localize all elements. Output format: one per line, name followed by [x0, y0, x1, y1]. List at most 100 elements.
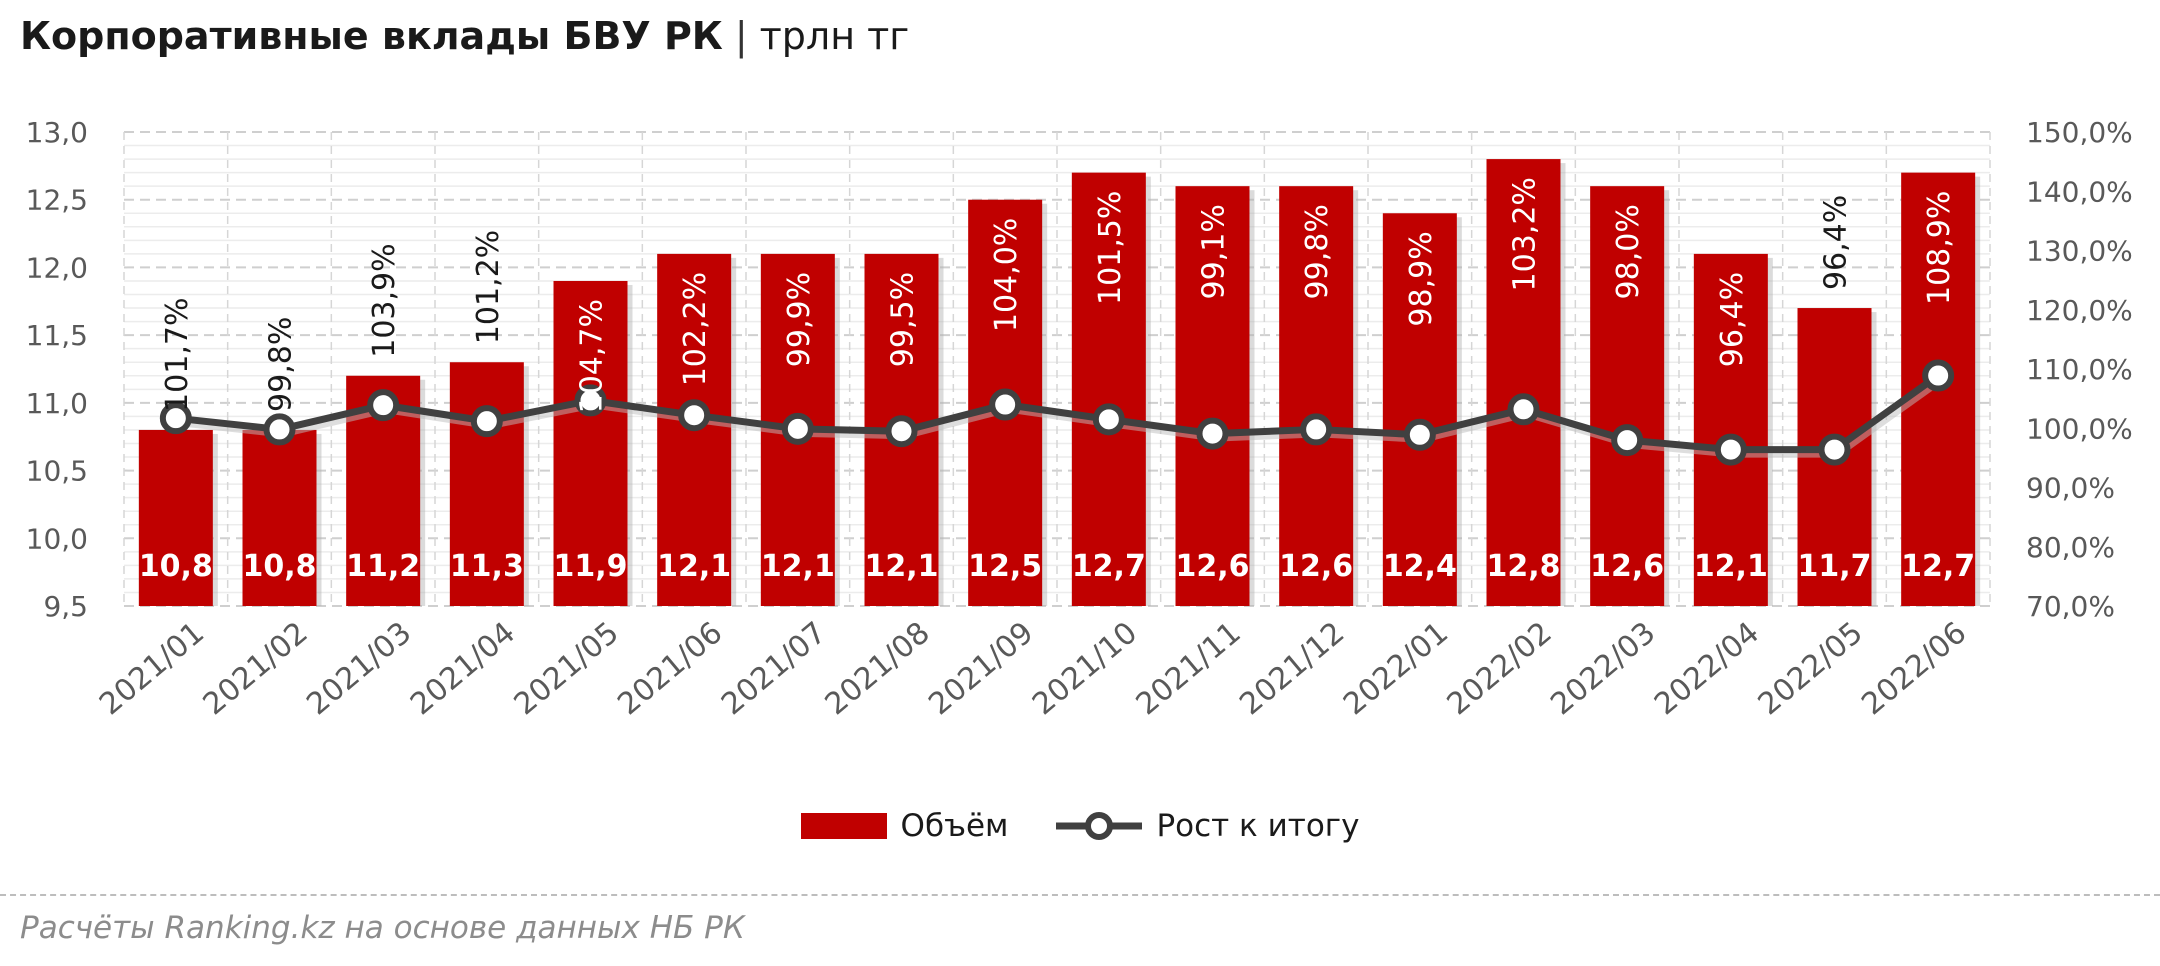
right-axis-tick-label: 120,0% — [2026, 294, 2133, 327]
line-value-label: 103,2% — [1508, 177, 1543, 291]
bar-value-label: 12,6 — [1175, 549, 1249, 584]
x-axis-tick-label: 2021/01 — [93, 615, 211, 722]
line-value-label: 101,2% — [471, 230, 506, 344]
line-value-label: 99,8% — [1300, 204, 1335, 299]
bar-value-label: 12,8 — [1486, 549, 1560, 584]
line-marker — [574, 384, 607, 417]
bar — [449, 362, 524, 606]
bar-value-label: 12,1 — [657, 549, 731, 584]
line-marker — [159, 402, 192, 435]
line-value-label: 103,9% — [367, 243, 402, 357]
bar — [1175, 186, 1250, 606]
x-axis-tick-label: 2022/03 — [1544, 615, 1662, 722]
chart-area: 10,8 10,8 11,2 11,3 11,9 12,1 12,1 12,1 12,5 12,7… — [26, 116, 2133, 722]
bar-value-label: 12,1 — [761, 549, 835, 584]
x-axis-tick-label: 2021/07 — [715, 615, 833, 722]
left-axis-tick-label: 13,0 — [26, 116, 88, 149]
bar-value-label: 12,4 — [1383, 549, 1457, 584]
line-value-label: 96,4% — [1819, 195, 1854, 290]
x-axis: 2021/012021/022021/032021/042021/052021/… — [93, 615, 1973, 722]
x-axis-tick-label: 2022/05 — [1752, 615, 1870, 722]
legend-bar-swatch — [800, 813, 887, 839]
bar-value-label: 12,7 — [1901, 549, 1975, 584]
line-marker — [1818, 433, 1851, 466]
line-marker — [678, 399, 711, 432]
line-value-label: 101,5% — [1093, 191, 1128, 305]
chart-title-unit: трлн тг — [759, 14, 910, 58]
line-marker — [781, 412, 814, 445]
left-axis-tick-label: 12,5 — [26, 184, 88, 217]
bar — [1382, 213, 1457, 606]
bar — [242, 429, 317, 606]
x-axis-tick-label: 2022/01 — [1337, 615, 1455, 722]
x-axis-tick-label: 2021/04 — [404, 615, 522, 722]
legend-item-line: Рост к итогу — [1056, 808, 1359, 844]
left-axis-tick-label: 11,0 — [26, 387, 88, 420]
line-marker — [470, 405, 503, 438]
line-value-label: 98,9% — [1404, 231, 1439, 326]
footer-divider — [0, 894, 2160, 896]
bar-value-label: 11,3 — [450, 549, 524, 584]
x-axis-tick-label: 2021/12 — [1233, 615, 1351, 722]
bar-value-label: 11,2 — [346, 549, 420, 584]
bar-value-labels: 10,8 10,8 11,2 11,3 11,9 12,1 12,1 12,1 12,5 12,7… — [139, 549, 1975, 584]
right-axis-tick-label: 140,0% — [2026, 175, 2133, 208]
right-axis-tick-label: 150,0% — [2026, 116, 2133, 149]
line-value-label: 96,4% — [1715, 272, 1750, 367]
x-axis-tick-label: 2021/10 — [1026, 615, 1144, 722]
line-marker — [989, 388, 1022, 421]
bar-value-label: 10,8 — [242, 549, 316, 584]
legend-line-label: Рост к итогу — [1156, 808, 1360, 844]
legend-bar-label: Объём — [900, 808, 1009, 844]
line-value-label: 108,9% — [1922, 191, 1957, 305]
line-value-label: 98,0% — [1611, 204, 1646, 299]
chart-title: Корпоративные вклады БВУ РК | трлн тг — [20, 14, 909, 58]
line-value-label: 104,7% — [575, 299, 610, 413]
line-value-label: 99,9% — [782, 272, 817, 367]
source-note: Расчёты Ranking.kz на основе данных НБ Р… — [20, 910, 745, 946]
title-separator: | — [734, 14, 748, 58]
line-value-label: 99,8% — [264, 317, 299, 412]
bar-value-label: 11,9 — [553, 549, 627, 584]
legend: Объём Рост к итогу — [0, 808, 2160, 844]
right-axis: 70,0% 80,0% 90,0% 100,0% 110,0% 120,0% 130,0% 1… — [2026, 116, 2133, 623]
line-value-label: 99,1% — [1197, 204, 1232, 299]
right-axis-tick-label: 130,0% — [2026, 235, 2133, 268]
right-axis-tick-label: 110,0% — [2026, 353, 2133, 386]
line-value-label: 101,7% — [160, 298, 195, 412]
x-axis-tick-label: 2021/05 — [508, 615, 626, 722]
x-axis-tick-label: 2021/09 — [922, 615, 1040, 722]
line-marker — [263, 413, 296, 446]
x-axis-tick-label: 2022/02 — [1441, 615, 1559, 722]
bar-value-label: 12,6 — [1590, 549, 1664, 584]
bar-value-label: 11,7 — [1797, 549, 1871, 584]
line-marker — [1507, 393, 1540, 426]
line-path — [175, 372, 1941, 454]
line-marker — [367, 389, 400, 422]
right-axis-tick-label: 90,0% — [2026, 472, 2115, 505]
bar-value-label: 12,1 — [1694, 549, 1768, 584]
line-marker — [1092, 403, 1125, 436]
legend-line-swatch — [1056, 812, 1143, 840]
line-series — [159, 359, 1955, 466]
x-axis-tick-label: 2021/11 — [1130, 615, 1248, 722]
left-axis: 9,5 10,0 10,5 11,0 11,5 12,0 12,5 13,0 — [26, 116, 88, 623]
legend-item-bars: Объём — [800, 808, 1009, 844]
bar — [1486, 159, 1561, 607]
bar — [1071, 172, 1146, 606]
x-axis-tick-label: 2022/04 — [1648, 615, 1766, 722]
right-axis-tick-label: 80,0% — [2026, 531, 2115, 564]
left-axis-tick-label: 10,5 — [26, 455, 88, 488]
x-axis-tick-label: 2021/06 — [611, 615, 729, 722]
x-axis-tick-label: 2021/08 — [819, 615, 937, 722]
bar-series — [138, 159, 1981, 607]
x-axis-tick-label: 2021/02 — [197, 615, 315, 722]
left-axis-tick-label: 11,5 — [26, 319, 88, 352]
left-axis-tick-label: 10,0 — [26, 522, 88, 555]
bar — [1279, 186, 1354, 606]
bar-value-label: 12,1 — [864, 549, 938, 584]
line-marker — [1714, 433, 1747, 466]
bar-value-label: 12,7 — [1072, 549, 1146, 584]
bar-value-label: 10,8 — [139, 549, 213, 584]
bar — [1693, 253, 1768, 606]
